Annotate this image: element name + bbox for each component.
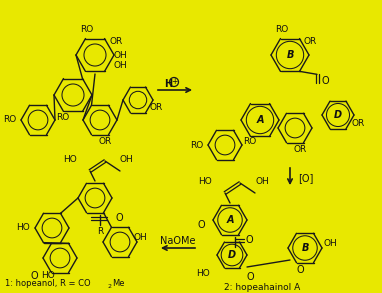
Text: Me: Me <box>112 280 125 289</box>
Text: A: A <box>256 115 264 125</box>
Text: 2: 2 <box>108 284 112 289</box>
Text: D: D <box>334 110 342 120</box>
Text: HO: HO <box>63 154 77 163</box>
Text: RO: RO <box>3 115 16 125</box>
Text: O: O <box>115 213 123 223</box>
Text: RO: RO <box>275 25 289 35</box>
Text: NaOMe: NaOMe <box>160 236 196 246</box>
Text: OH: OH <box>113 50 127 59</box>
Text: A: A <box>226 215 234 225</box>
Text: OH: OH <box>323 239 337 248</box>
Text: OH: OH <box>134 233 148 241</box>
Text: HO: HO <box>41 272 55 280</box>
Text: HO: HO <box>16 224 30 233</box>
Text: O: O <box>197 220 205 230</box>
Text: OR: OR <box>293 146 307 154</box>
Text: D: D <box>228 250 236 260</box>
Text: OH: OH <box>120 154 134 163</box>
Text: HO: HO <box>196 268 210 277</box>
Text: [O]: [O] <box>298 173 313 183</box>
Text: H: H <box>164 79 172 89</box>
Text: +: + <box>171 78 177 86</box>
Text: OH: OH <box>255 176 269 185</box>
Text: O: O <box>296 265 304 275</box>
Text: RO: RO <box>57 113 70 122</box>
Text: O: O <box>246 272 254 282</box>
Text: O: O <box>321 76 329 86</box>
Text: RO: RO <box>80 25 94 35</box>
Text: 1: hopeanol, R = CO: 1: hopeanol, R = CO <box>5 280 91 289</box>
Text: B: B <box>301 243 309 253</box>
Text: O: O <box>31 271 38 281</box>
Text: OR: OR <box>99 137 112 146</box>
Text: OR: OR <box>351 118 364 127</box>
Text: O: O <box>245 235 253 245</box>
Text: RO: RO <box>190 141 203 149</box>
Text: OH: OH <box>113 60 127 69</box>
Text: 2: hopeahainol A: 2: hopeahainol A <box>224 284 300 292</box>
Text: R: R <box>97 226 103 236</box>
Text: RO: RO <box>243 137 257 146</box>
Text: OR: OR <box>109 38 122 47</box>
Text: HO: HO <box>198 176 212 185</box>
Text: OR: OR <box>304 38 317 47</box>
Text: OR: OR <box>150 103 163 113</box>
Text: B: B <box>286 50 294 60</box>
